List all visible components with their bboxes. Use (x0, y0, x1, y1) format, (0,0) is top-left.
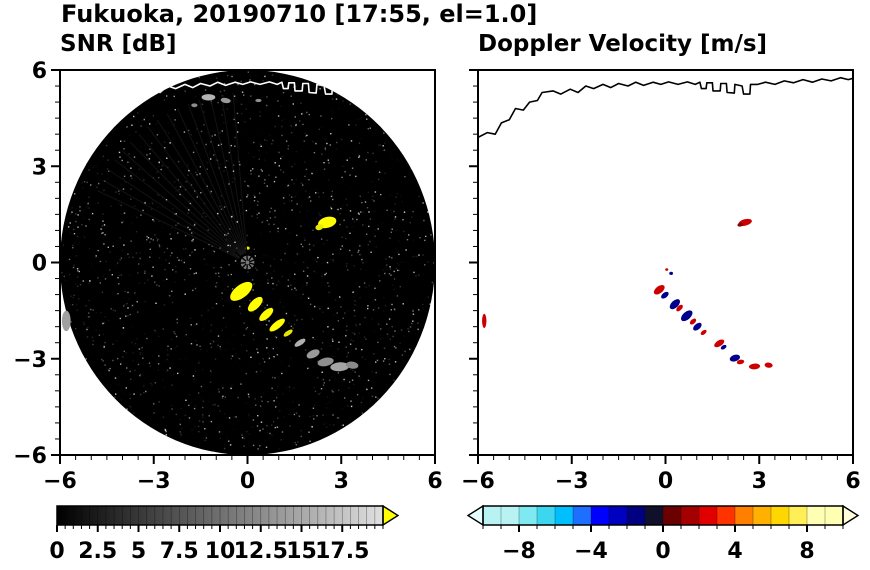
svg-text:−3: −3 (13, 348, 47, 373)
svg-text:3: 3 (752, 469, 767, 494)
svg-text:4: 4 (727, 539, 742, 564)
svg-text:−3: −3 (555, 469, 589, 494)
snr-echoes (61, 94, 359, 372)
svg-text:3: 3 (334, 469, 349, 494)
svg-text:6: 6 (427, 469, 442, 494)
snr-panel-title: SNR [dB] (60, 31, 177, 57)
svg-text:2.5: 2.5 (78, 539, 117, 564)
doppler-echoes (482, 218, 773, 370)
noise-speckle (61, 71, 435, 452)
svg-text:−4: −4 (574, 539, 608, 564)
svg-text:6: 6 (845, 469, 860, 494)
snr-axes: −6 −3 0 3 6 −6 −3 0 3 6 (13, 59, 442, 494)
svg-text:6: 6 (32, 59, 47, 84)
svg-text:0: 0 (658, 469, 673, 494)
svg-text:7.5: 7.5 (160, 539, 199, 564)
svg-text:0: 0 (49, 539, 64, 564)
doppler-panel-title: Doppler Velocity [m/s] (478, 31, 768, 57)
svg-text:5: 5 (131, 539, 146, 564)
svg-text:17.5: 17.5 (315, 539, 369, 564)
svg-text:−6: −6 (43, 469, 77, 494)
svg-text:10: 10 (205, 539, 236, 564)
svg-text:0: 0 (655, 539, 670, 564)
svg-text:0: 0 (32, 252, 47, 277)
snr-plot-area (60, 70, 435, 455)
figure-title: Fukuoka, 20190710 [17:55, el=1.0] (61, 0, 538, 28)
svg-text:−3: −3 (137, 469, 171, 494)
doppler-colorbar: −8 −4 0 4 8 (466, 504, 860, 564)
doppler-panel: −6 −3 0 3 6 −8 −4 0 4 8 (461, 69, 861, 564)
svg-text:−8: −8 (502, 539, 536, 564)
svg-text:8: 8 (799, 539, 814, 564)
svg-text:15: 15 (286, 539, 317, 564)
doppler-axes: −6 −3 0 3 6 (461, 69, 861, 494)
doppler-plot-area (478, 70, 853, 455)
svg-text:3: 3 (32, 155, 47, 180)
svg-text:12.5: 12.5 (234, 539, 288, 564)
coastline (478, 76, 853, 139)
radial-rays (97, 93, 248, 259)
svg-text:−6: −6 (13, 444, 47, 469)
svg-text:0: 0 (240, 469, 255, 494)
svg-text:−6: −6 (461, 469, 495, 494)
